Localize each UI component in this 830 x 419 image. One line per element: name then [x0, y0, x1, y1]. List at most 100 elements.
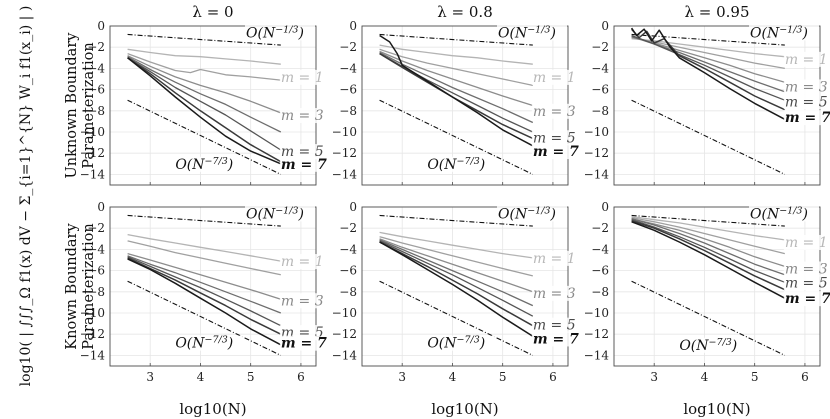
panel-r0c0-label-ref: O(N−1/3): [246, 24, 304, 42]
panel-r1c0-label-bg: [174, 335, 245, 351]
panel-r0c1-label-m7: m = 7: [533, 144, 579, 160]
panel-r0c1-ytick-label: −14: [332, 167, 358, 181]
panel-r1c0-ytick-label: −4: [87, 242, 105, 256]
panel-r1c0-label-ref: O(N−1/3): [246, 205, 304, 223]
panel-r1c1-ytick-label: −14: [332, 348, 358, 362]
panel-r1c0-series-m6: [127, 257, 282, 335]
panel-r0c2-ytick-label: −10: [584, 125, 609, 139]
panel-r1c2-label-bg: [749, 206, 819, 222]
panel-r1c2-label-ref: O(N−1/3): [750, 205, 808, 223]
panel-r0c0-ytick-label: −4: [87, 61, 105, 75]
panel-r0c2-ref-line-bottom: [631, 99, 786, 175]
panel-r0c1-label-bg: [497, 25, 567, 41]
panel-r1c1-label-bg: [531, 331, 572, 347]
panel-r0c0-label-m7: m = 7: [281, 157, 327, 173]
panel-r0c0-label-m1: m = 1: [281, 70, 324, 86]
row-label-0-line-0: Unknown Boundary: [64, 32, 80, 179]
panel-r1c2-xtick-label: 4: [701, 370, 709, 384]
panel-r1c2-xtick-label: 3: [650, 370, 658, 384]
panel-r0c0-label-bg: [279, 69, 320, 85]
panel-r1c0-label-m7: m = 7: [281, 336, 327, 352]
panel-r1c0-xtick-label: 6: [297, 370, 305, 384]
panel-r0c0-label-m3: m = 3: [281, 108, 324, 124]
panel-r1c1-label-bg: [497, 206, 567, 222]
panel-r1c2-ytick-label: −4: [591, 242, 609, 256]
panel-r1c0-ytick-label: −14: [80, 348, 106, 362]
panel-r1c1-ytick-label: −2: [339, 221, 357, 235]
y-axis-label: log10( | ∫∫∫_Ω f1(x) dV − Σ_{i=1}^{N} W_…: [18, 6, 34, 387]
panel-r0c0-frame: [109, 25, 317, 186]
panel-r1c1-ref-line-bottom: [379, 280, 534, 356]
panel-r1c2-series-m6: [631, 220, 786, 291]
lines-layer: [127, 27, 786, 356]
panel-r0c2-label-bg: [783, 94, 824, 110]
panel-r1c0-label-m3: m = 3: [281, 293, 324, 309]
panel-r1c2-ytick-label: 0: [601, 200, 609, 214]
panel-r1c0-xtick-label: 3: [146, 370, 154, 384]
panel-r1c2-label-bg: [783, 234, 824, 250]
panel-r1c2-ytick-label: −12: [584, 327, 609, 341]
panel-r0c2-ytick-label: 0: [601, 19, 609, 33]
panel-r0c0-ref-line-bottom: [127, 99, 282, 175]
panel-r0c0-series-m2: [127, 52, 281, 81]
panel-r1c1-ytick-label: 0: [349, 200, 357, 214]
panel-r0c1-ytick-label: −12: [332, 146, 357, 160]
panel-r1c0-xtick-label: 4: [197, 370, 205, 384]
panel-r0c0-label-m5: m = 5: [281, 144, 324, 160]
panel-r1c2-label-bg: [783, 291, 824, 307]
panel-r0c2-label-bg: [783, 110, 824, 126]
panel-r1c2-label-ref: O(N−7/3): [679, 336, 737, 354]
panel-r1c2-label-bg: [678, 337, 749, 353]
panel-r1c0-series-m3: [127, 252, 281, 300]
panel-r1c0-xtick-label: 5: [247, 370, 255, 384]
panel-r1c0-ytick-label: −8: [87, 285, 105, 299]
panel-r0c0-ytick-label: −6: [87, 83, 105, 97]
panel-r1c1-label-ref: O(N−7/3): [427, 334, 485, 352]
panel-r1c0-series-m4: [127, 255, 282, 314]
panel-r1c1-label-bg: [426, 335, 497, 351]
column-title-1: λ = 0.8: [437, 3, 492, 21]
panel-r1c2-series-m3: [631, 218, 785, 268]
panel-r0c2-label-m5: m = 5: [785, 94, 828, 110]
panel-r0c0-label-bg: [279, 108, 320, 124]
panel-r1c2-ytick-label: −2: [591, 221, 609, 235]
panel-r1c1-label-bg: [531, 250, 572, 266]
panel-r0c1-ytick-label: 0: [349, 19, 357, 33]
panel-r0c1-ytick-label: −2: [339, 40, 357, 54]
grid-layer: [110, 26, 820, 366]
panel-r0c1-series-m5: [379, 53, 534, 133]
panel-r1c1-ytick-label: −4: [339, 242, 357, 256]
panel-r0c1-ytick-label: −10: [332, 125, 357, 139]
panel-r1c1-series-m6: [379, 241, 534, 327]
x-axis-label-2: log10(N): [683, 400, 750, 418]
panel-r1c2-series-m2: [631, 216, 785, 255]
x-axis-label-0: log10(N): [179, 400, 246, 418]
panel-r1c2-ref-line-bottom: [631, 280, 786, 356]
column-title-0: λ = 0: [192, 3, 233, 21]
panel-r0c1-label-bg: [531, 144, 572, 160]
panel-r1c2-series-m1: [631, 215, 785, 241]
panel-r0c1-label-bg: [531, 103, 572, 119]
panel-r0c2-label-bg: [783, 51, 824, 67]
panel-r0c1-series-m3: [379, 50, 533, 107]
panel-r1c1-label-ref: O(N−1/3): [498, 205, 556, 223]
panel-r1c1-series-m4: [379, 239, 534, 307]
panel-r1c1-series-m7: [379, 241, 534, 337]
panel-r0c0-ytick-label: −2: [87, 40, 105, 54]
panel-r1c0-label-m1: m = 1: [281, 254, 324, 270]
panel-r0c2-ytick-label: −12: [584, 146, 609, 160]
panel-r0c2-series-m7: [630, 27, 786, 120]
panel-r1c0-series-m1: [127, 233, 281, 262]
panel-r0c0-label-bg: [279, 156, 320, 172]
panel-r1c0-ytick-label: 0: [97, 200, 105, 214]
panel-r0c0-label-bg: [279, 144, 320, 160]
panel-r1c2-series-m7: [631, 221, 786, 299]
panel-r1c1-ytick-label: −10: [332, 306, 357, 320]
panel-r1c2-ytick-label: −6: [591, 264, 609, 278]
panel-r0c0-label-bg: [245, 25, 315, 41]
panel-r0c1-label-bg: [531, 69, 572, 85]
panel-r0c0-series-m3: [127, 55, 282, 114]
panel-r0c1-label-bg: [531, 130, 572, 146]
panel-r1c0-label-bg: [279, 254, 320, 270]
panel-r0c1-ref-line-bottom: [379, 99, 534, 175]
